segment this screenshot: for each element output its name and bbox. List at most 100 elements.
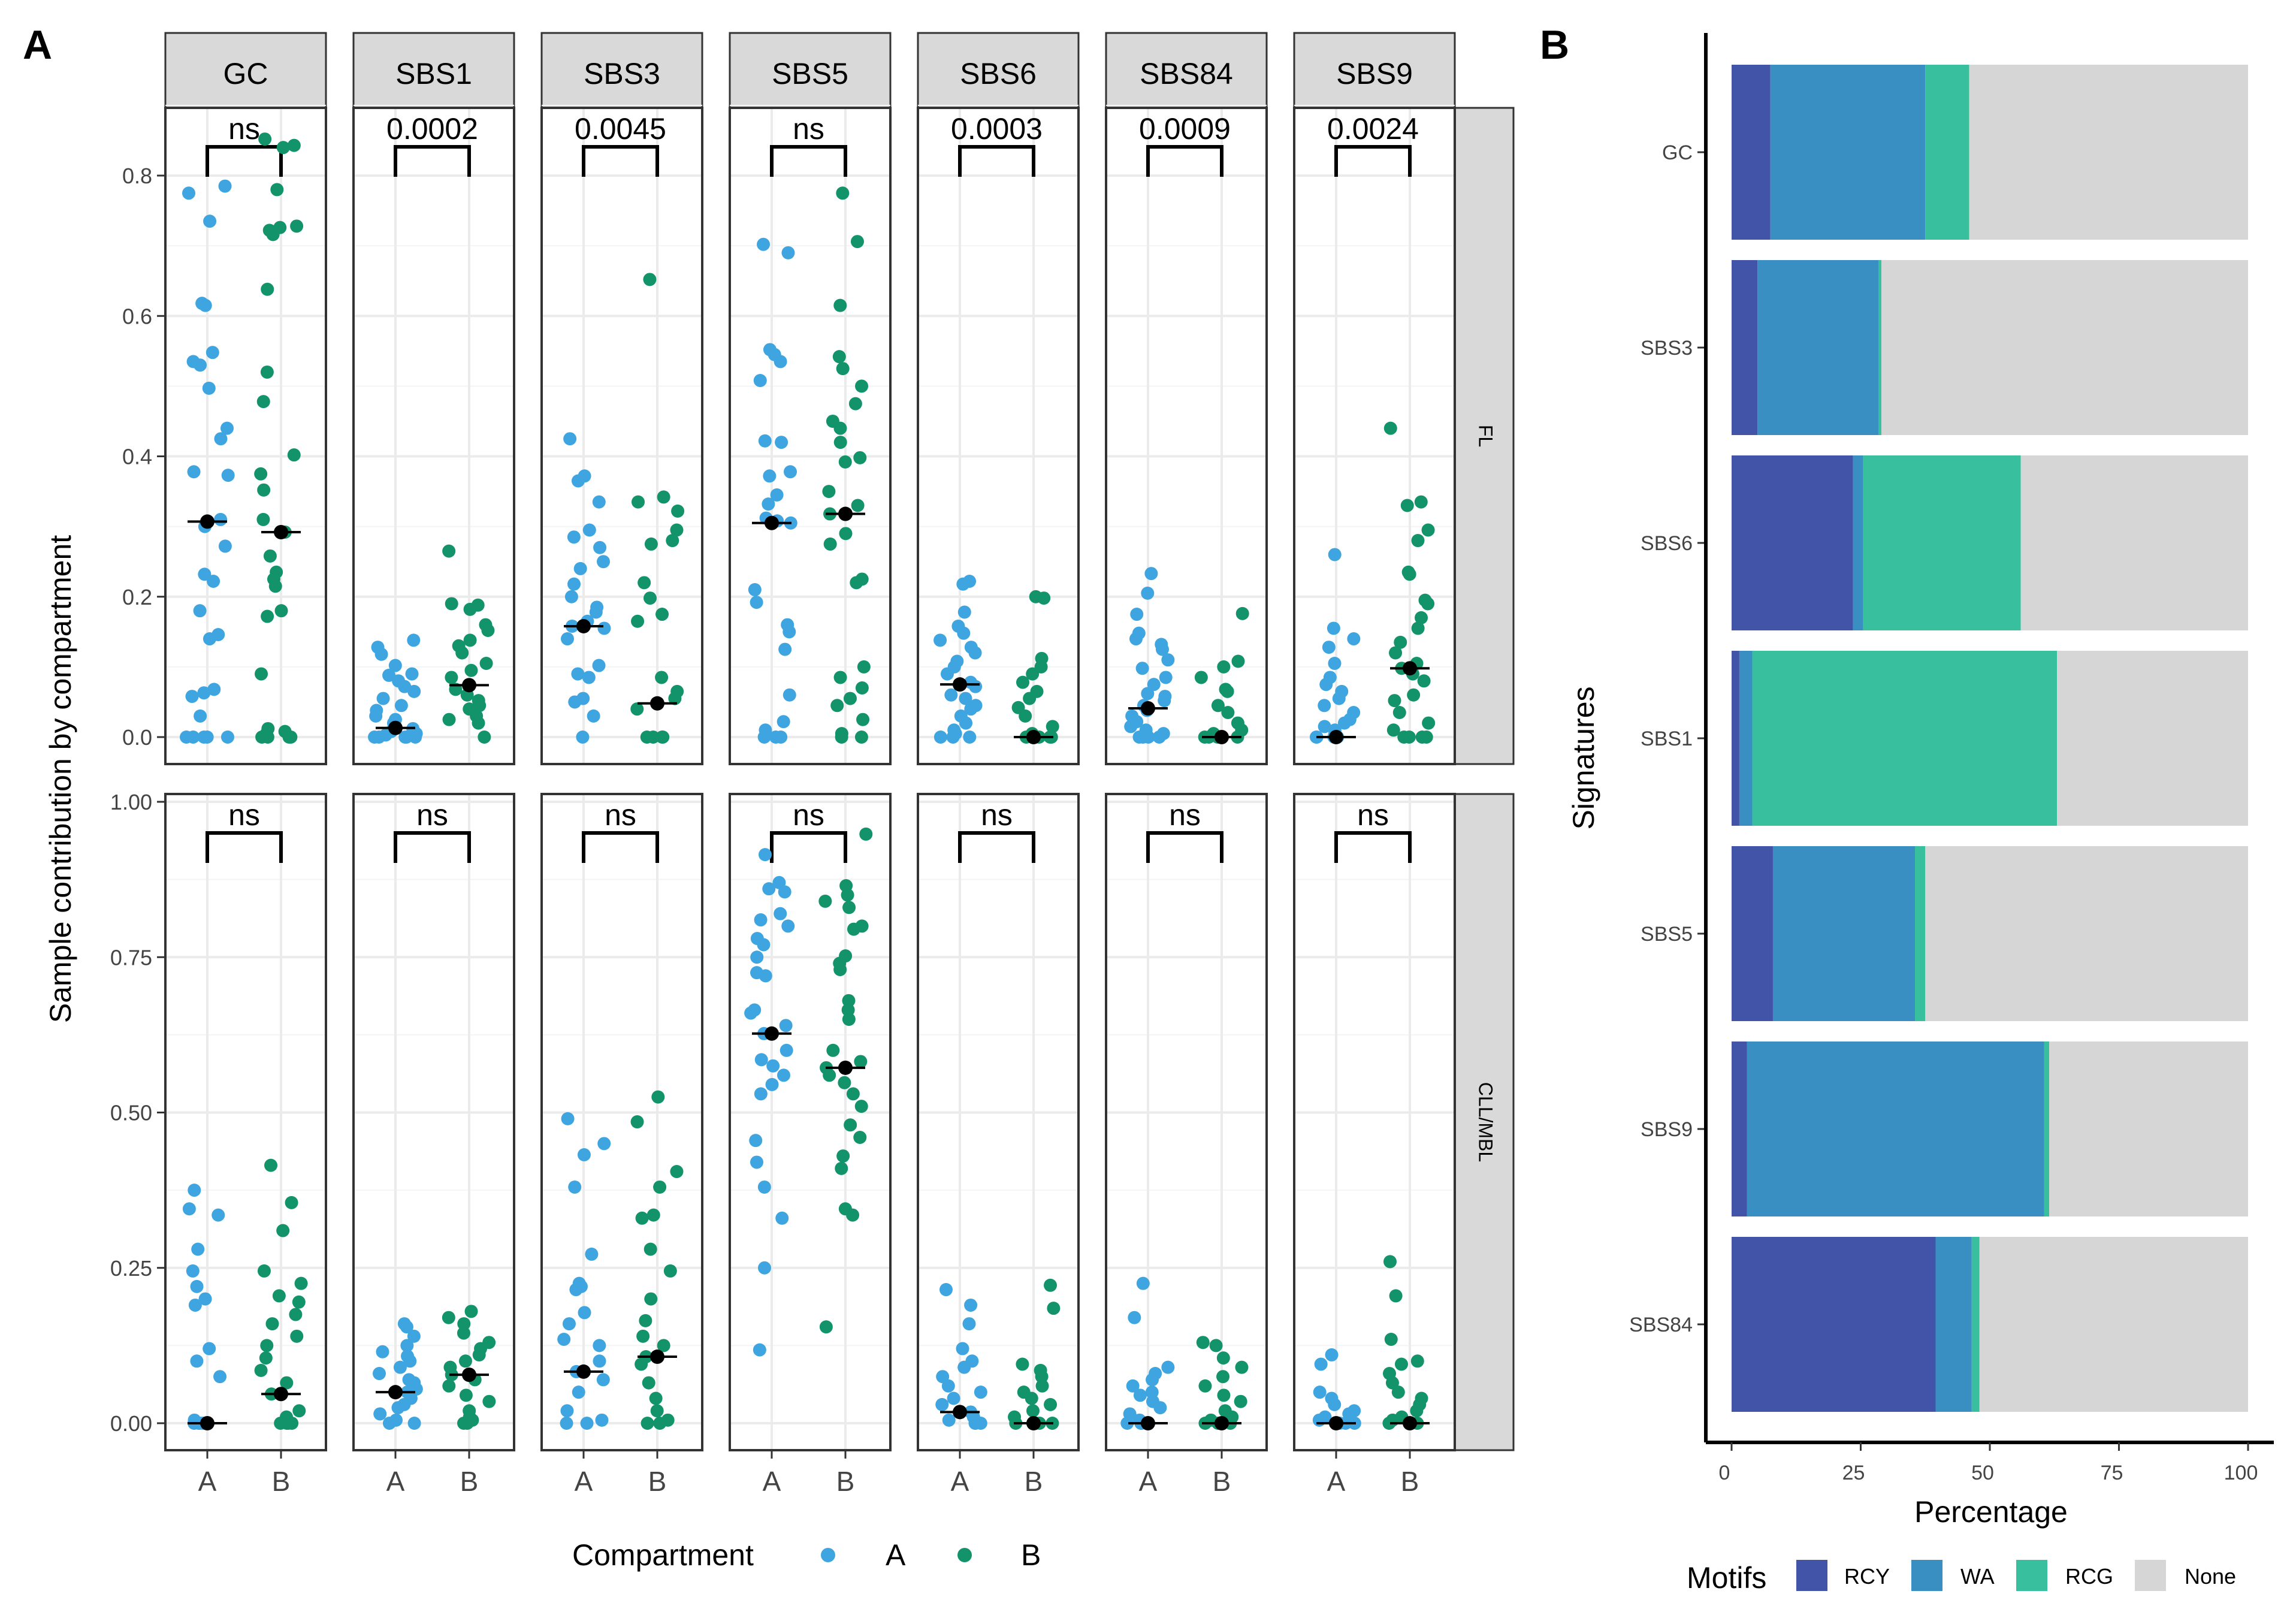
significance-bracket bbox=[770, 831, 847, 863]
data-point-a bbox=[576, 730, 590, 744]
p-value-label: ns bbox=[228, 798, 260, 832]
median-point bbox=[576, 1364, 591, 1379]
data-point-a bbox=[1332, 692, 1346, 705]
legend-key-rcg bbox=[2016, 1560, 2047, 1591]
x-tick-label: 100 bbox=[2224, 1462, 2258, 1484]
data-point-a bbox=[207, 574, 220, 588]
data-point-a bbox=[220, 421, 234, 435]
data-point-b bbox=[830, 699, 844, 713]
bar-rcy bbox=[1732, 1237, 1936, 1412]
data-point-a bbox=[1141, 730, 1155, 744]
data-point-a bbox=[393, 1360, 407, 1374]
data-point-a bbox=[750, 950, 764, 964]
significance-bracket bbox=[1146, 831, 1223, 863]
y-axis-title: Signatures bbox=[1567, 686, 1600, 829]
data-point-b bbox=[630, 1115, 644, 1129]
panel-border bbox=[352, 107, 515, 765]
data-point-b bbox=[836, 362, 850, 376]
data-point-b bbox=[1411, 621, 1425, 635]
data-point-a bbox=[214, 512, 228, 526]
data-point-a bbox=[409, 730, 422, 744]
data-point-a bbox=[1328, 548, 1342, 561]
data-point-b bbox=[631, 614, 645, 628]
data-point-a bbox=[766, 1059, 780, 1073]
data-point-a bbox=[198, 298, 212, 312]
data-point-a bbox=[369, 709, 383, 723]
x-tick-label: B bbox=[272, 1466, 291, 1497]
data-point-b bbox=[655, 671, 669, 684]
significance-bracket bbox=[206, 145, 283, 177]
data-point-b bbox=[457, 1317, 471, 1331]
data-point-b bbox=[644, 537, 658, 551]
data-point-a bbox=[1153, 1401, 1167, 1415]
panel-border bbox=[1293, 793, 1456, 1451]
data-point-a bbox=[194, 709, 207, 723]
bar-none bbox=[1881, 260, 2248, 435]
median-point bbox=[1403, 1416, 1417, 1430]
significance-bracket bbox=[394, 831, 471, 863]
data-point-a bbox=[569, 1283, 583, 1297]
legend-label-none: None bbox=[2185, 1564, 2236, 1589]
data-point-b bbox=[835, 730, 848, 744]
significance-bracket bbox=[394, 145, 471, 177]
data-point-b bbox=[848, 397, 862, 410]
data-point-b bbox=[854, 1055, 868, 1068]
data-point-b bbox=[290, 1329, 304, 1343]
panel-a: GC SBS1 SBS3 SBS5 SBS6 SBS84 SBS9FLCLL/MBL0.00… bbox=[44, 32, 1515, 1572]
data-point-b bbox=[836, 186, 850, 200]
panel-b-label: B bbox=[1540, 22, 1569, 68]
data-point-a bbox=[186, 730, 200, 744]
data-point-a bbox=[758, 434, 772, 448]
data-point-b bbox=[826, 1043, 840, 1057]
data-point-b bbox=[642, 1376, 655, 1390]
data-point-a bbox=[398, 730, 412, 744]
median-point bbox=[200, 514, 215, 529]
data-point-b bbox=[472, 716, 485, 730]
data-point-b bbox=[1016, 675, 1030, 689]
data-point-b bbox=[481, 623, 495, 637]
data-point-a bbox=[939, 1283, 953, 1297]
data-point-b bbox=[833, 962, 847, 976]
data-point-b bbox=[1389, 1289, 1403, 1303]
data-point-a bbox=[1126, 1379, 1140, 1393]
data-point-b bbox=[1421, 597, 1435, 611]
data-point-a bbox=[587, 709, 600, 723]
median-point bbox=[388, 1385, 403, 1400]
data-point-a bbox=[770, 488, 784, 502]
data-point-a bbox=[762, 497, 775, 511]
data-point-a bbox=[753, 1343, 766, 1357]
x-tick-label: 25 bbox=[1842, 1462, 1865, 1484]
data-point-b bbox=[833, 421, 847, 435]
data-point-a bbox=[374, 647, 388, 661]
bar-wa bbox=[1853, 455, 1863, 630]
median-point bbox=[1026, 1416, 1041, 1430]
p-value-label: 0.0024 bbox=[1327, 112, 1419, 146]
data-point-b bbox=[1231, 654, 1245, 668]
data-point-b bbox=[1415, 730, 1429, 744]
data-point-a bbox=[557, 1333, 571, 1347]
data-point-a bbox=[974, 1385, 987, 1399]
data-point-a bbox=[777, 715, 790, 729]
data-point-a bbox=[753, 374, 767, 388]
data-point-b bbox=[442, 713, 456, 726]
data-point-a bbox=[1136, 1276, 1150, 1290]
significance-bracket bbox=[206, 831, 283, 863]
motifs-legend: Motifs RCY WA RCG None bbox=[1687, 1560, 2236, 1595]
panel-border bbox=[1105, 107, 1268, 765]
data-point-a bbox=[758, 1261, 772, 1275]
data-point-a bbox=[765, 1077, 779, 1091]
legend-label-b: B bbox=[1021, 1538, 1041, 1572]
data-point-a bbox=[407, 1417, 421, 1430]
data-point-b bbox=[256, 512, 270, 526]
data-point-b bbox=[632, 495, 645, 509]
legend-title: Motifs bbox=[1687, 1561, 1766, 1595]
data-point-a bbox=[593, 1354, 606, 1368]
legend-key-none bbox=[2135, 1560, 2166, 1591]
data-point-b bbox=[1217, 1388, 1231, 1402]
data-point-b bbox=[287, 448, 301, 462]
data-point-b bbox=[1421, 523, 1435, 537]
panel-border bbox=[164, 107, 327, 765]
data-point-a bbox=[1318, 699, 1331, 713]
data-point-a bbox=[1158, 694, 1171, 708]
